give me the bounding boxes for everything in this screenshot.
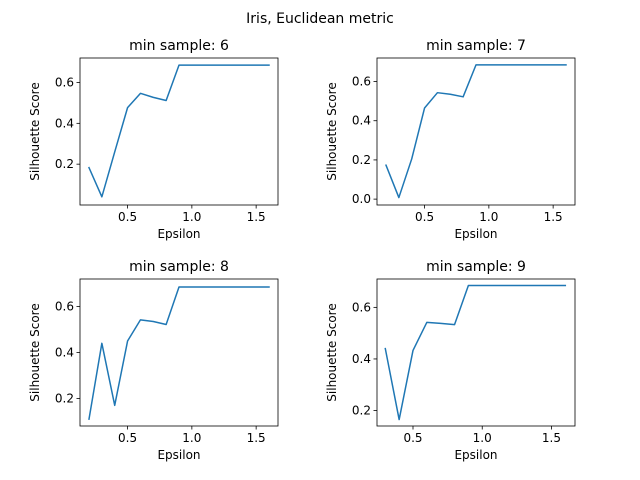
subplot-title: min sample: 6	[129, 38, 229, 54]
subplot-4: 0.5 1.0 1.5 0.2 0.4 0.6 min sample: 9 Epsilon Si…	[325, 259, 576, 462]
subplot-2: 0.5 1.0 1.5 0.0 0.2 0.4 0.6 min sample: 7 Epsilo…	[325, 38, 576, 241]
y-axis-label: Silhouette Score	[28, 303, 42, 401]
subplots: 0.5 1.0 1.5 0.2 0.4 0.6 min sample: 6 Epsilon Si…	[28, 38, 576, 462]
y-tick-label: 0.2	[352, 153, 371, 167]
x-axis-label: Epsilon	[157, 227, 200, 241]
y-tick-label: 0.6	[55, 300, 74, 314]
x-axis-label: Epsilon	[454, 227, 497, 241]
y-tick-label: 0.6	[352, 300, 371, 314]
series-line	[88, 286, 270, 420]
y-tick-label: 0.4	[352, 352, 371, 366]
y-tick-label: 0.4	[352, 114, 371, 128]
series-line	[385, 64, 567, 199]
series-line	[384, 284, 567, 421]
x-tick-label: 1.0	[182, 210, 201, 224]
axes-frame	[376, 278, 576, 427]
figure-suptitle: Iris, Euclidean metric	[246, 11, 394, 27]
x-tick-label: 1.5	[247, 210, 266, 224]
y-tick-label: 0.4	[55, 346, 74, 360]
y-tick-label: 0.2	[352, 404, 371, 418]
y-tick-label: 0.2	[55, 391, 74, 405]
x-tick-label: 0.5	[403, 431, 422, 445]
y-tick-label: 0.2	[55, 157, 74, 171]
y-axis-label: Silhouette Score	[28, 82, 42, 180]
y-tick-label: 0.4	[55, 116, 74, 130]
subplot-title: min sample: 7	[426, 38, 526, 54]
y-axis-label: Silhouette Score	[325, 303, 339, 401]
x-tick-label: 1.5	[544, 210, 563, 224]
series-line	[88, 64, 270, 198]
axes-frame	[376, 57, 576, 206]
x-tick-label: 0.5	[415, 210, 434, 224]
axes-frame	[79, 57, 279, 206]
x-tick-label: 0.5	[118, 431, 137, 445]
y-axis-label: Silhouette Score	[325, 82, 339, 180]
x-tick-label: 1.0	[479, 210, 498, 224]
y-tick-label: 0.6	[352, 75, 371, 89]
x-axis-label: Epsilon	[454, 448, 497, 462]
y-tick-label: 0.0	[352, 192, 371, 206]
x-tick-label: 1.0	[182, 431, 201, 445]
x-tick-label: 1.0	[473, 431, 492, 445]
subplot-title: min sample: 9	[426, 259, 526, 275]
subplot-title: min sample: 8	[129, 259, 229, 275]
x-tick-label: 0.5	[118, 210, 137, 224]
x-axis-label: Epsilon	[157, 448, 200, 462]
x-tick-label: 1.5	[247, 431, 266, 445]
y-tick-label: 0.6	[55, 76, 74, 90]
subplot-3: 0.5 1.0 1.5 0.2 0.4 0.6 min sample: 8 Epsilon Si…	[28, 259, 279, 462]
x-tick-label: 1.5	[542, 431, 561, 445]
subplot-1: 0.5 1.0 1.5 0.2 0.4 0.6 min sample: 6 Epsilon Si…	[28, 38, 279, 241]
